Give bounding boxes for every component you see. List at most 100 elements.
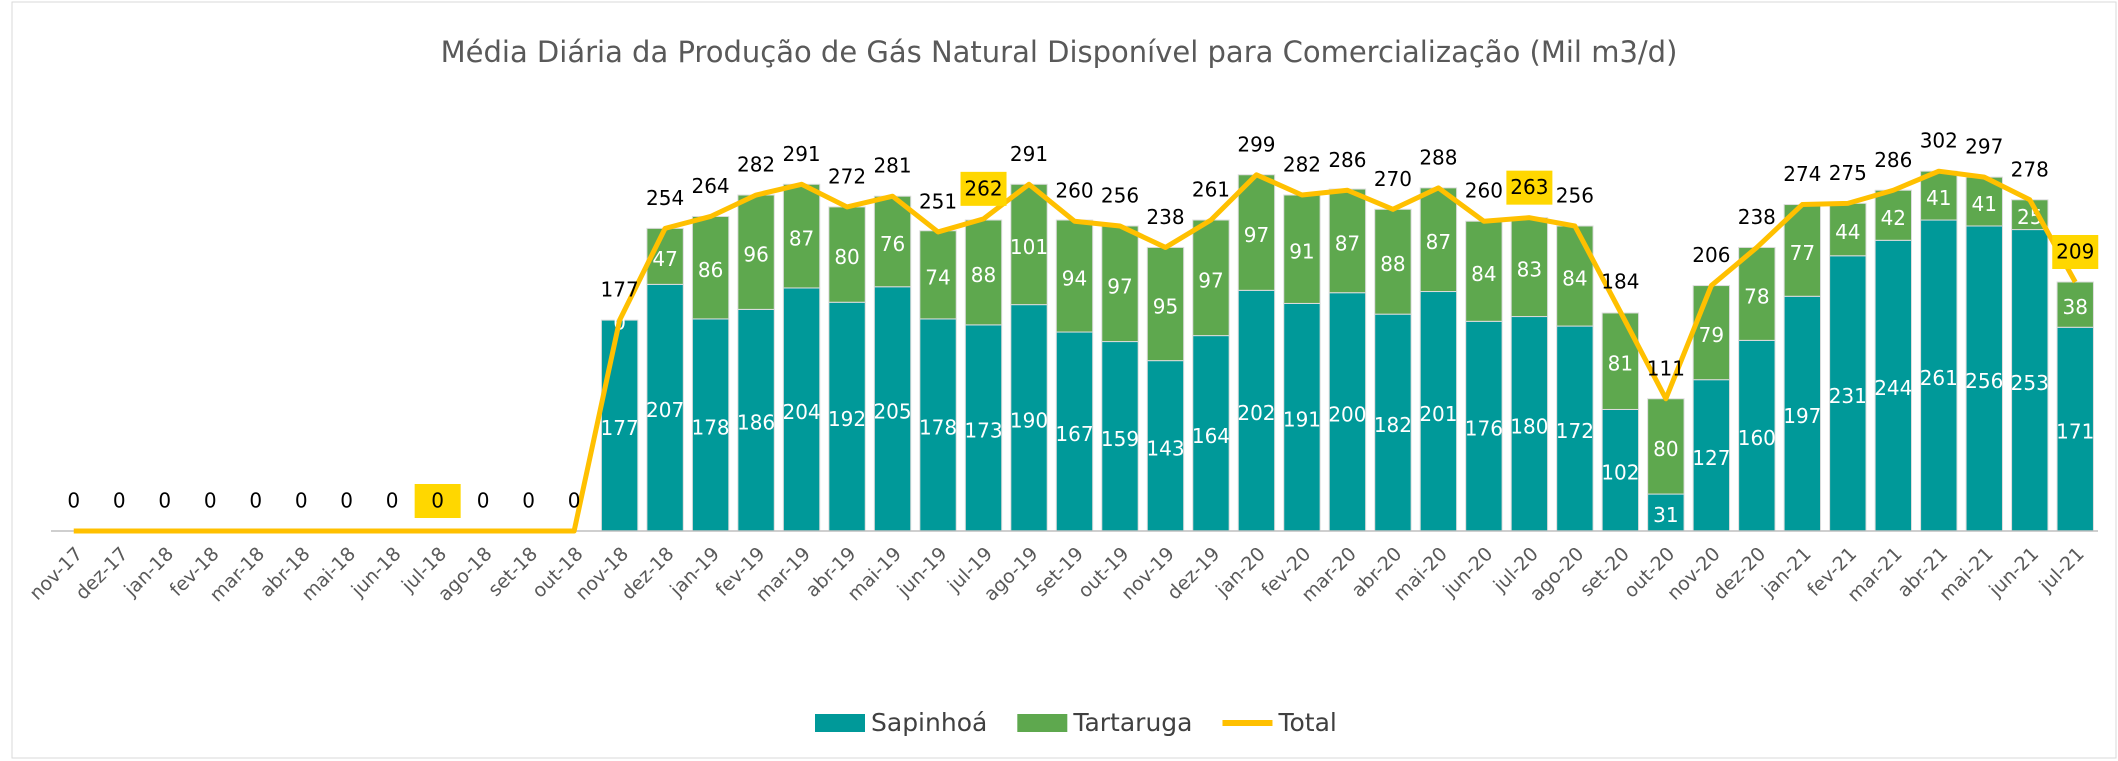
- data-label: 87: [1335, 231, 1360, 255]
- bar: [873, 286, 912, 532]
- bar: [1374, 208, 1412, 315]
- bar: [1510, 217, 1549, 318]
- total-label: 254: [646, 186, 684, 210]
- total-label: 111: [1647, 356, 1685, 380]
- data-label: 80: [1653, 437, 1678, 461]
- total-label: 256: [1556, 183, 1594, 207]
- bar: [1010, 183, 1048, 306]
- total-label: 184: [1601, 269, 1639, 293]
- data-label: 261: [1920, 366, 1958, 390]
- legend-swatch: [1017, 714, 1068, 732]
- bar: [1328, 188, 1367, 294]
- data-label: 202: [1237, 401, 1275, 425]
- bar: [964, 219, 1003, 326]
- bar: [1874, 189, 1912, 241]
- bar: [646, 283, 684, 532]
- total-label: 286: [1328, 148, 1366, 172]
- data-label: 76: [880, 232, 905, 256]
- data-label: 186: [737, 411, 775, 435]
- bar: [919, 318, 957, 532]
- bar: [964, 324, 1003, 532]
- data-label: 171: [2056, 420, 2094, 444]
- label-highlight: [960, 171, 1007, 206]
- data-label: 84: [1471, 262, 1496, 286]
- data-label: 97: [1107, 274, 1132, 298]
- total-label: 0: [522, 489, 535, 513]
- data-label: 178: [691, 415, 729, 439]
- data-label: 127: [1692, 446, 1730, 470]
- bar: [1419, 187, 1458, 293]
- data-label: 74: [925, 265, 950, 289]
- total-label: 282: [737, 153, 775, 177]
- total-label: 0: [431, 489, 444, 513]
- bar: [1465, 320, 1503, 532]
- data-label: 256: [1965, 369, 2003, 393]
- data-label: 178: [919, 415, 957, 439]
- bar: [1692, 285, 1731, 381]
- total-label: 0: [340, 489, 353, 513]
- data-label: 41: [1926, 186, 1951, 210]
- bar: [1647, 493, 1685, 532]
- total-label: 251: [919, 189, 957, 213]
- data-label: 96: [743, 243, 768, 267]
- total-label: 281: [873, 154, 911, 178]
- total-label: 209: [2056, 239, 2094, 263]
- total-label: 297: [1965, 135, 2003, 159]
- data-label: 88: [1380, 252, 1405, 276]
- total-label: 0: [477, 489, 490, 513]
- data-label: 176: [1465, 417, 1503, 441]
- total-label: 260: [1465, 179, 1503, 203]
- total-label: 299: [1237, 132, 1275, 156]
- bar: [1146, 246, 1185, 362]
- total-label: 262: [964, 176, 1002, 200]
- bar: [1374, 313, 1412, 532]
- bar: [1283, 194, 1321, 304]
- bar: [1829, 255, 1867, 532]
- total-label: 272: [828, 164, 866, 188]
- total-label: 0: [204, 489, 217, 513]
- bar: [1647, 398, 1685, 495]
- total-label: 263: [1510, 175, 1548, 199]
- data-label: 101: [1010, 235, 1048, 259]
- data-label: 200: [1328, 402, 1366, 426]
- data-label: 86: [698, 258, 723, 282]
- data-label: 81: [1608, 352, 1633, 376]
- bar: [919, 230, 957, 320]
- data-label: 191: [1283, 408, 1321, 432]
- data-label: 44: [1835, 220, 1860, 244]
- total-label: 270: [1374, 167, 1412, 191]
- data-label: 88: [971, 263, 996, 287]
- data-label: 143: [1146, 436, 1184, 460]
- bar: [1010, 304, 1048, 532]
- bar: [1738, 339, 1776, 532]
- total-label: 274: [1783, 162, 1821, 186]
- bar: [1601, 312, 1640, 410]
- total-label: 260: [1055, 179, 1093, 203]
- data-label: 192: [828, 407, 866, 431]
- data-label: 253: [2011, 371, 2049, 395]
- data-label: 97: [1244, 223, 1269, 247]
- legend-label: Sapinhoá: [871, 708, 987, 737]
- total-label: 0: [158, 489, 171, 513]
- data-label: 97: [1198, 268, 1223, 292]
- data-label: 42: [1881, 206, 1906, 230]
- data-label: 182: [1374, 413, 1412, 437]
- total-label: 275: [1829, 161, 1867, 185]
- bar: [1192, 335, 1230, 532]
- bar: [691, 215, 730, 320]
- data-label: 78: [1744, 284, 1769, 308]
- data-label: 94: [1062, 267, 1087, 291]
- total-label: 0: [113, 489, 126, 513]
- label-highlight: [414, 484, 461, 518]
- data-label: 91: [1289, 240, 1314, 264]
- bar: [1192, 219, 1230, 337]
- data-label: 41: [1972, 192, 1997, 216]
- data-label: 102: [1601, 461, 1639, 485]
- bar: [1237, 289, 1276, 532]
- bar: [737, 308, 775, 532]
- data-label: 159: [1101, 427, 1139, 451]
- data-label: 207: [646, 398, 684, 422]
- data-label: 231: [1829, 384, 1867, 408]
- total-label: 291: [1010, 142, 1048, 166]
